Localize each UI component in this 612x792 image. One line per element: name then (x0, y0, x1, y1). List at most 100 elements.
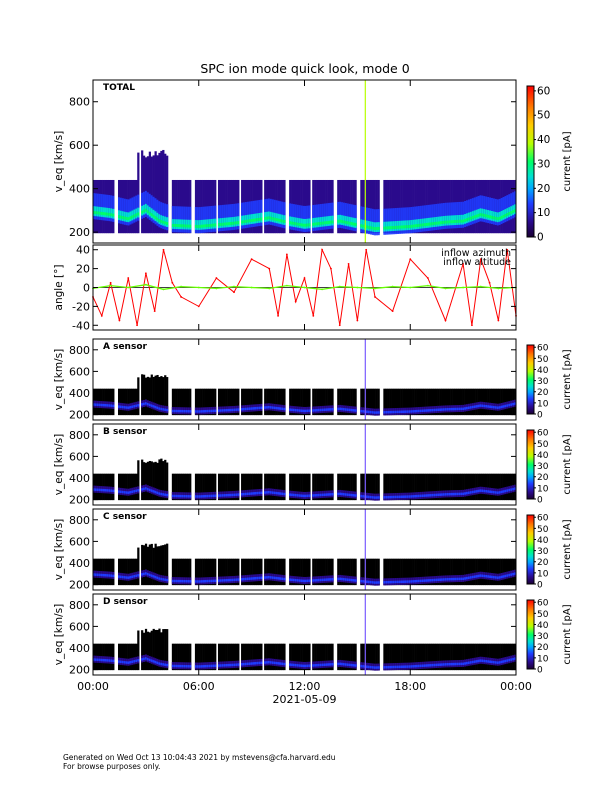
spectrogram-column (100, 211, 103, 215)
spectrogram-column (456, 388, 459, 416)
spectrogram-column (316, 643, 319, 671)
spectrogram-column (108, 489, 111, 492)
spectrogram-column (292, 663, 296, 667)
spectrogram-column (200, 643, 203, 671)
spectrogram-column (491, 215, 494, 219)
spectrogram-column (396, 558, 400, 586)
spectrogram-column (460, 643, 463, 671)
spectrogram-column (456, 662, 459, 666)
spectrogram-column (125, 558, 128, 586)
spectrogram-column (412, 410, 415, 413)
spectrogram-column (331, 408, 334, 411)
spectrogram-column (166, 578, 169, 582)
spectrogram-column (466, 491, 469, 495)
spectrogram-column (281, 492, 284, 496)
spectrogram-column (425, 222, 428, 226)
spectrogram-column (433, 473, 436, 501)
spectrogram-column (433, 221, 436, 226)
spectrogram-column (423, 643, 426, 671)
spectrogram-column (185, 665, 188, 668)
spectrogram-column (442, 578, 446, 581)
spectrogram-column (371, 388, 375, 416)
spectrogram-column (291, 221, 294, 225)
data-point (338, 324, 341, 327)
spectrogram-column (256, 388, 259, 416)
spectrogram-column (416, 388, 419, 416)
spectrogram-column (283, 643, 286, 671)
spectrogram-column (479, 404, 482, 407)
spectrogram-column (162, 149, 165, 234)
spectrogram-column (158, 662, 161, 665)
spectrogram-column (475, 643, 478, 671)
spectrogram-column (477, 213, 480, 217)
spectrogram-column (223, 664, 226, 667)
spectrogram-column (342, 493, 346, 496)
spectrogram-column (448, 577, 451, 581)
spectrogram-column (481, 659, 484, 663)
spectrogram-column (148, 488, 151, 492)
spectrogram-column (429, 409, 432, 412)
spectrogram-column (137, 377, 140, 416)
spectrogram-column (352, 473, 355, 501)
spectrogram-label: TOTAL (103, 83, 135, 93)
spectrogram-column (319, 221, 323, 225)
spectrogram-column (408, 388, 411, 416)
spectrogram-column (341, 558, 344, 586)
spectrogram-column (258, 661, 261, 665)
spectrogram-column (400, 473, 403, 501)
spectrogram-column (502, 660, 505, 663)
spectrogram-column (254, 662, 257, 665)
spectrogram-column (366, 665, 369, 668)
spectrogram-column (200, 495, 203, 498)
spectrogram-column (487, 558, 490, 586)
spectrogram-column (127, 388, 130, 416)
spectrogram-column (327, 493, 330, 496)
spectrogram-column (275, 200, 278, 227)
spectrogram-column (396, 388, 400, 416)
spectrogram-column (410, 410, 413, 413)
spectrogram-column (373, 496, 376, 499)
spectrogram-column (202, 473, 205, 501)
spectrogram-column (366, 580, 369, 583)
spectrogram-column (142, 402, 146, 406)
spectrogram-column (146, 657, 150, 661)
spectrogram-column (466, 661, 469, 665)
spectrogram-column (129, 490, 132, 494)
spectrogram-column (127, 576, 130, 579)
spectrogram-column (141, 658, 144, 661)
spectrogram-column (212, 579, 215, 583)
spectrogram-column (317, 408, 321, 412)
spectrogram-column (304, 388, 307, 416)
spectrogram-column (429, 643, 432, 671)
spectrogram-column (235, 643, 238, 671)
spectrogram-column (142, 209, 146, 213)
spectrogram-column (387, 226, 390, 230)
spectrogram-column (508, 488, 511, 492)
spectrogram-column (123, 406, 126, 409)
spectrogram-column (117, 643, 121, 671)
data-point (162, 288, 165, 291)
spectrogram-column (196, 580, 200, 583)
spectrogram-column (385, 581, 388, 584)
spectrogram-column (406, 665, 409, 668)
spectrogram-column (429, 494, 432, 497)
spectrogram-column (452, 473, 455, 501)
y-axis-label: v_eq [km/s] (53, 519, 65, 580)
spectrogram-column (389, 495, 392, 499)
spectrogram-column (398, 410, 401, 414)
spectrogram-column (104, 489, 107, 492)
spectrogram-column (121, 490, 125, 494)
data-point (321, 288, 324, 291)
spectrogram-column (512, 572, 515, 576)
spectrogram-column (302, 664, 305, 668)
spectrogram-column (471, 388, 474, 416)
colorbar-tick-label: 0 (537, 411, 543, 421)
spectrogram-column (212, 643, 215, 671)
spectrogram-column (229, 473, 232, 501)
spectrogram-column (112, 404, 115, 408)
spectrogram-column (231, 408, 234, 412)
spectrogram-column (271, 388, 275, 416)
spectrogram-column (137, 574, 140, 577)
spectrogram-column (319, 408, 323, 412)
spectrogram-column (412, 224, 415, 228)
